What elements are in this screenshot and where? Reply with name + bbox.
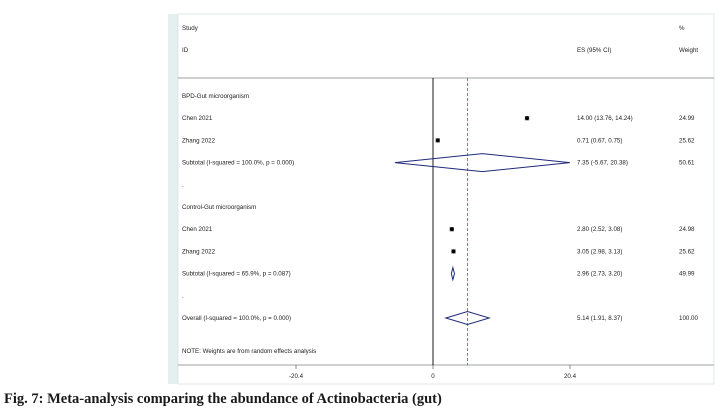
subtotal-diamond: [450, 265, 456, 282]
overall-label: Overall (I-squared = 100.0%, p = 0.000): [182, 315, 291, 322]
header-study: Study: [182, 25, 199, 32]
spacer-dot: .: [182, 182, 184, 189]
study-es-text: 2.80 (2.52, 3.08): [577, 226, 622, 233]
study-point: [449, 227, 454, 232]
header-weight: Weight: [679, 47, 698, 54]
study-es-text: 3.05 (2.98, 3.13): [577, 248, 622, 255]
header-es: ES (95% CI): [577, 47, 611, 54]
overall-weight-text: 100.00: [679, 315, 698, 322]
subtotal-label: Subtotal (I-squared = 65.9%, p = 0.087): [182, 271, 291, 278]
subtotal-diamond: [394, 153, 570, 173]
overall-es-text: 5.14 (1.91, 8.37): [577, 315, 622, 322]
group-label: BPD-Gut microorganism: [182, 93, 249, 100]
study-label: Zhang 2022: [182, 137, 216, 144]
note-text: NOTE: Weights are from random effects an…: [182, 348, 316, 355]
x-tick-label: 0: [431, 373, 435, 380]
x-tick-label: 20.4: [564, 373, 577, 380]
study-point: [451, 249, 456, 254]
x-tick-label: -20.4: [289, 373, 304, 380]
spacer-dot: .: [182, 293, 184, 300]
subtotal-es-text: 7.35 (-5.67, 20.38): [577, 160, 628, 167]
study-weight-text: 24.98: [679, 226, 695, 233]
subtotal-weight-text: 49.99: [679, 271, 695, 278]
plot-region: [177, 13, 715, 385]
study-weight-text: 25.62: [679, 137, 695, 144]
group-label: Control-Gut microorganism: [182, 204, 256, 211]
study-weight-text: 25.62: [679, 248, 695, 255]
panel-left-strip: [168, 14, 178, 384]
study-es-text: 14.00 (13.76, 14.24): [577, 115, 633, 122]
subtotal-label: Subtotal (I-squared = 100.0%, p = 0.000): [182, 160, 294, 167]
study-weight-text: 24.99: [679, 115, 695, 122]
header-percent: %: [679, 25, 685, 32]
study-label: Chen 2021: [182, 115, 213, 122]
study-label: Zhang 2022: [182, 248, 216, 255]
figure-caption: Fig. 7: Meta-analysis comparing the abun…: [4, 391, 442, 407]
study-label: Chen 2021: [182, 226, 213, 233]
subtotal-weight-text: 50.61: [679, 160, 695, 167]
study-es-text: 0.71 (0.67, 0.75): [577, 137, 622, 144]
overall-diamond: [444, 310, 491, 326]
study-point: [435, 138, 440, 143]
subtotal-es-text: 2.96 (2.73, 3.20): [577, 271, 622, 278]
header-id: ID: [182, 47, 189, 54]
study-point: [525, 116, 529, 121]
